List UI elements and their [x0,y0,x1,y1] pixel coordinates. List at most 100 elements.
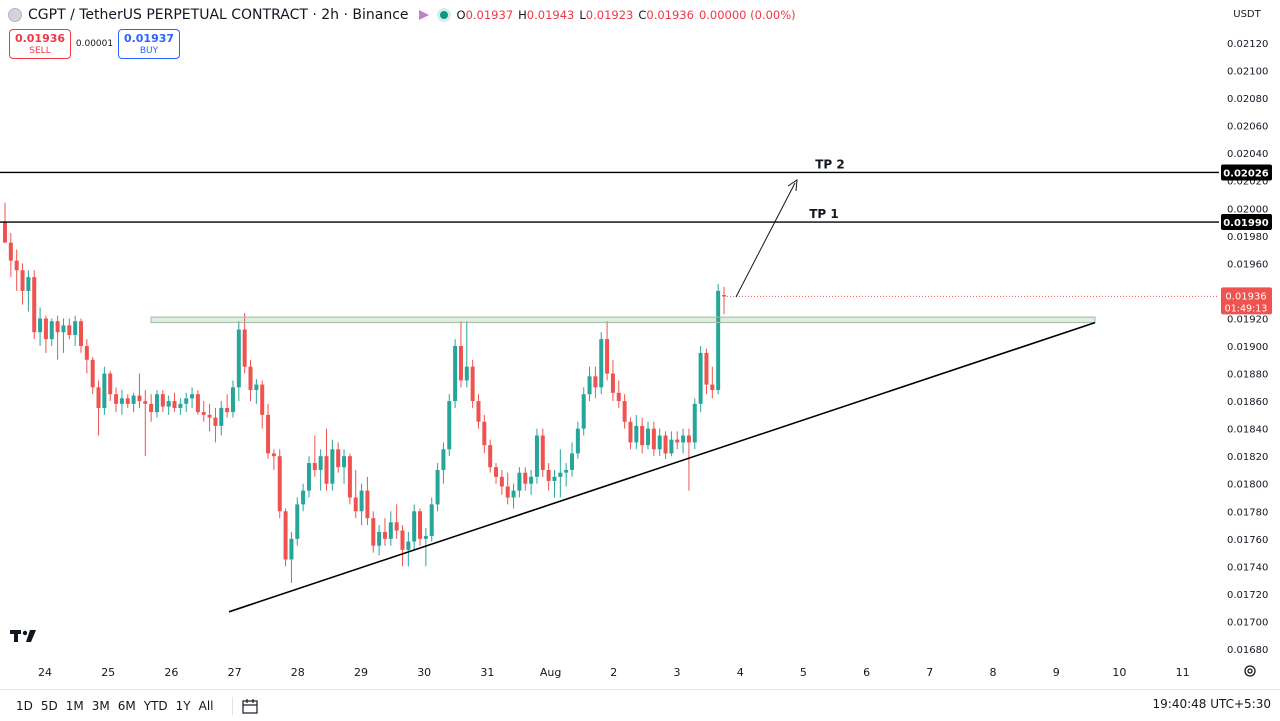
candle-body [318,456,323,470]
candle [207,403,212,432]
y-tick-label: 0.02040 [1227,149,1268,160]
candle [61,318,66,353]
time-range-3m[interactable]: 3M [91,698,110,713]
candle-body [388,522,393,539]
candle [581,387,586,436]
candle [137,373,142,408]
candle-body [353,497,358,512]
candle-body [230,387,235,413]
candle-body [108,373,113,395]
candle [8,233,13,278]
candle [552,469,557,498]
x-tick-label: 25 [101,666,115,679]
y-tick-label: 0.01700 [1227,617,1268,628]
candle [266,403,271,459]
candle [423,527,428,567]
clock-timezone[interactable]: 19:40:48 UTC+5:30 [1152,697,1272,711]
candle-body [511,490,516,498]
candle-body [681,435,686,443]
candle-body [458,346,463,381]
x-tick-label: 27 [228,666,242,679]
tp2-price-label: 0.02026 [1223,168,1269,179]
sell-button[interactable]: 0.01936 SELL [9,29,71,59]
tradingview-logo-icon[interactable] [10,628,40,646]
current-price-label: 0.01936 [1225,291,1266,302]
candle-body [283,511,288,560]
sell-label: SELL [29,46,51,56]
y-tick-label: 0.01740 [1227,562,1268,573]
candle-body [73,321,78,335]
candle [698,346,703,413]
candle [400,525,405,567]
y-tick-label: 0.01960 [1227,259,1268,270]
time-range-5d[interactable]: 5D [40,698,58,713]
candle-body [534,435,539,477]
candle-body [195,394,200,413]
candle [78,318,83,353]
candle [336,442,341,473]
current-price-tag [1221,287,1272,315]
candle [640,417,645,454]
x-tick-label: 10 [1112,666,1126,679]
y-tick-label: 0.02120 [1227,39,1268,50]
candle-body [190,394,195,399]
sell-price: 0.01936 [14,32,66,45]
candle-body [657,435,662,450]
symbol-title[interactable]: CGPT / TetherUS PERPETUAL CONTRACT · 2h … [28,7,409,23]
x-tick-label: 9 [1053,666,1060,679]
candle-body [605,339,610,374]
candle-body [119,398,124,404]
candle-body [616,392,621,402]
candle [669,431,674,457]
x-tick-label: 24 [38,666,52,679]
candle-body [207,414,212,418]
candle [102,366,107,415]
candle-body [306,463,311,491]
candle-body [564,469,569,473]
candle [464,321,469,388]
candle-body [470,366,475,402]
gear-icon[interactable] [1243,664,1257,678]
candle [488,439,493,473]
time-range-1m[interactable]: 1M [65,698,84,713]
candle [347,453,352,505]
candle [692,398,697,450]
ohlc-key: L [579,8,586,22]
candle-body [324,456,329,484]
currency-selector[interactable]: USDT [1233,9,1261,20]
candle [453,339,458,408]
candle [49,318,54,346]
candle-body [581,394,586,429]
time-range-ytd[interactable]: YTD [143,698,168,713]
candle [108,370,113,402]
candle [710,366,715,399]
flag-icon[interactable] [418,10,429,20]
candle-body [84,346,89,360]
candle-body [704,352,709,385]
time-range-6m[interactable]: 6M [117,698,136,713]
candle-body [143,401,148,404]
buy-button[interactable]: 0.01937 BUY [118,29,180,59]
candle-body [55,321,60,333]
time-range-1y[interactable]: 1Y [175,698,191,713]
candle [587,366,592,402]
ohlc-value: 0.01936 [646,8,694,22]
candle-body [102,373,107,408]
time-range-1d[interactable]: 1D [16,698,33,713]
candle-body [61,325,66,333]
calendar-icon[interactable] [241,697,259,715]
ohlc-value: 0.00000 (0.00%) [698,8,796,22]
candle-body [488,445,493,468]
candle [435,463,440,512]
candle-body [482,421,487,446]
candle-body [289,538,294,560]
buy-label: BUY [139,46,159,56]
candle [476,394,481,429]
candle [283,508,288,567]
candle [634,414,639,450]
candle-body [663,435,668,454]
time-range-all[interactable]: All [198,698,214,713]
candle [529,469,534,495]
